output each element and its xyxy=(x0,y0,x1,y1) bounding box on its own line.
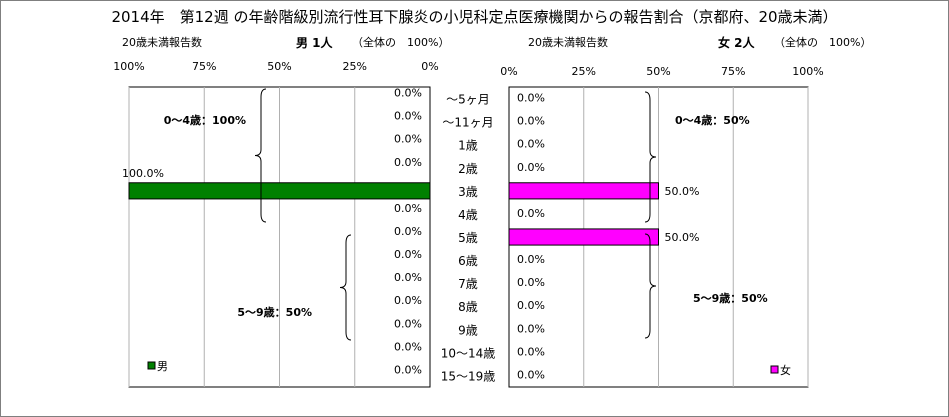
category-label: 6歳 xyxy=(458,254,478,268)
left-bar xyxy=(128,182,431,200)
left-data-label: 0.0% xyxy=(394,202,422,215)
category-label: 10～14歳 xyxy=(441,346,496,360)
left-x-tick-label: 50% xyxy=(267,60,291,73)
right-data-label: 0.0% xyxy=(517,322,545,335)
left-data-label: 0.0% xyxy=(394,271,422,284)
right-data-label: 0.0% xyxy=(517,253,545,266)
right-total-note: （全体の 100%） xyxy=(774,36,872,49)
left-data-label: 0.0% xyxy=(394,110,422,123)
right-heading: 20歳未満報告数 xyxy=(528,36,608,49)
right-data-label: 0.0% xyxy=(517,299,545,312)
right-data-label: 50.0% xyxy=(665,231,700,244)
right-data-label: 0.0% xyxy=(517,115,545,128)
category-label: 7歳 xyxy=(458,277,478,291)
category-label: 4歳 xyxy=(458,208,478,222)
category-label: 3歳 xyxy=(458,185,478,199)
category-label: ～11ヶ月 xyxy=(442,116,493,130)
left-data-label: 0.0% xyxy=(394,248,422,261)
left-x-tick-label: 0% xyxy=(421,60,438,73)
left-data-label: 0.0% xyxy=(394,340,422,353)
right-legend-swatch xyxy=(770,365,779,374)
right-sex-label: 女 2人 xyxy=(718,34,755,51)
right-x-tick-label: 25% xyxy=(572,65,596,78)
left-data-label: 0.0% xyxy=(394,363,422,376)
right-data-label: 0.0% xyxy=(517,207,545,220)
category-label: 15～19歳 xyxy=(441,369,496,383)
left-data-label: 0.0% xyxy=(394,317,422,330)
left-data-label: 0.0% xyxy=(394,87,422,100)
right-data-label: 50.0% xyxy=(665,185,700,198)
right-data-label: 0.0% xyxy=(517,345,545,358)
category-label: 9歳 xyxy=(458,323,478,337)
left-data-label: 0.0% xyxy=(394,133,422,146)
right-bracket-label-0-4: 0～4歳：50% xyxy=(675,113,750,127)
right-x-tick-label: 75% xyxy=(721,65,745,78)
category-label: 2歳 xyxy=(458,162,478,176)
left-bracket-0-4 xyxy=(254,88,267,223)
right-data-label: 0.0% xyxy=(517,92,545,105)
left-x-tick-label: 75% xyxy=(192,60,216,73)
left-sex-count: 男 1人 xyxy=(296,36,333,50)
right-bar xyxy=(508,228,659,246)
left-x-tick-label: 100% xyxy=(113,60,144,73)
right-x-tick-label: 0% xyxy=(500,65,517,78)
left-bracket-5-9 xyxy=(339,234,352,341)
left-x-tick-label: 25% xyxy=(343,60,367,73)
left-legend-label: 男 xyxy=(157,360,168,373)
category-label: 1歳 xyxy=(458,139,478,153)
right-data-label: 0.0% xyxy=(517,161,545,174)
left-legend-swatch xyxy=(147,361,156,370)
right-x-tick-label: 50% xyxy=(646,65,670,78)
left-data-label: 0.0% xyxy=(394,294,422,307)
right-bracket-0-4 xyxy=(644,91,657,223)
left-total-note: （全体の 100%） xyxy=(352,36,450,49)
left-heading: 20歳未満報告数 xyxy=(122,36,202,49)
right-x-tick-label: 100% xyxy=(792,65,823,78)
left-bracket-label-0-4: 0～4歳：100% xyxy=(164,113,246,127)
right-data-label: 0.0% xyxy=(517,138,545,151)
right-data-label: 0.0% xyxy=(517,276,545,289)
right-sex-count: 女 2人 xyxy=(718,36,755,50)
left-bracket-label-5-9: 5～9歳：50% xyxy=(237,305,312,319)
category-label: 8歳 xyxy=(458,300,478,314)
right-bracket-label-5-9: 5～9歳：50% xyxy=(693,291,768,305)
left-data-label: 0.0% xyxy=(394,156,422,169)
category-label: ～5ヶ月 xyxy=(446,93,490,107)
right-legend-label: 女 xyxy=(780,363,791,377)
right-bracket-5-9 xyxy=(644,233,657,339)
left-data-label: 0.0% xyxy=(394,225,422,238)
left-data-label: 100.0% xyxy=(122,167,164,180)
right-bar xyxy=(508,182,659,200)
category-label: 5歳 xyxy=(458,231,478,245)
right-data-label: 0.0% xyxy=(517,368,545,381)
chart-title: 2014年 第12週 の年齢階級別流行性耳下腺炎の小児科定点医療機関からの報告割… xyxy=(111,8,838,26)
left-sex-label: 男 1人 xyxy=(296,34,333,51)
